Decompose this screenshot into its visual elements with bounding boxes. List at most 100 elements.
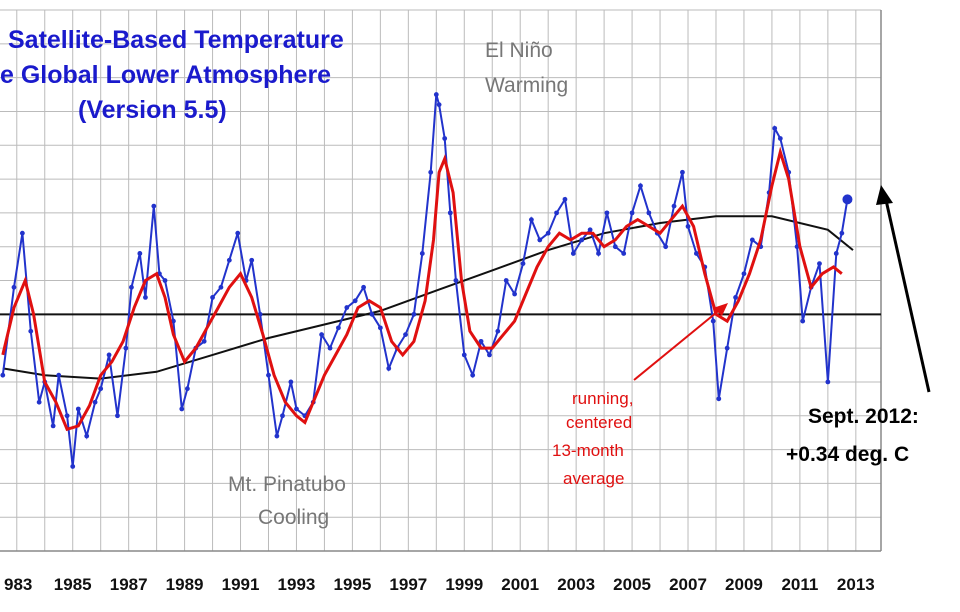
monthly-data-point xyxy=(70,464,76,469)
x-tick-label: 1997 xyxy=(389,575,427,594)
x-tick-label: 1987 xyxy=(110,575,148,594)
monthly-data-point xyxy=(171,318,176,324)
monthly-data-point xyxy=(554,210,559,216)
x-tick-label: 2013 xyxy=(837,575,875,594)
monthly-data-point xyxy=(710,318,716,324)
monthly-data-point xyxy=(839,230,845,236)
monthly-data-point xyxy=(123,345,129,351)
sept-2012-point xyxy=(842,194,853,205)
monthly-data-point xyxy=(50,423,56,429)
sept-2012-annotation: Sept. 2012: +0.34 deg. C xyxy=(786,185,931,466)
monthly-data-point xyxy=(638,183,643,189)
monthly-data-point xyxy=(106,352,112,358)
monthly-data-point xyxy=(257,311,263,317)
monthly-data-point xyxy=(545,230,551,236)
chart-title: Satellite-Based Temperature e Global Low… xyxy=(0,26,344,124)
monthly-data-point xyxy=(336,325,341,331)
title-line-2: e Global Lower Atmosphere xyxy=(0,61,331,89)
monthly-data-point xyxy=(520,261,526,266)
monthly-data-point xyxy=(226,257,232,263)
monthly-data-point xyxy=(377,325,383,331)
monthly-data-point xyxy=(777,136,783,141)
monthly-data-point xyxy=(28,328,34,334)
running-label-2: centered xyxy=(566,413,632,432)
monthly-data-point xyxy=(98,386,104,392)
monthly-data-point xyxy=(478,338,484,344)
monthly-data-point xyxy=(403,332,408,337)
x-tick-label: 2001 xyxy=(501,575,539,594)
monthly-data-point xyxy=(671,203,677,209)
monthly-data-point xyxy=(56,372,62,378)
monthly-data-point xyxy=(327,345,333,351)
monthly-data-point xyxy=(369,311,375,317)
monthly-data-point xyxy=(461,352,467,358)
sept-label-1: Sept. 2012: xyxy=(808,405,919,428)
monthly-data-point xyxy=(495,328,501,334)
running-label-3: 13-month xyxy=(552,441,624,460)
monthly-data-point xyxy=(19,230,25,236)
monthly-data-point xyxy=(419,251,425,256)
monthly-data-point xyxy=(537,237,543,243)
x-tick-label: 1991 xyxy=(222,575,260,594)
monthly-data-point xyxy=(411,311,417,317)
monthly-data-point xyxy=(817,261,822,266)
monthly-data-point xyxy=(629,210,635,216)
monthly-data-point xyxy=(184,386,190,392)
title-line-3: (Version 5.5) xyxy=(78,96,227,124)
running-arrowhead xyxy=(713,303,728,316)
monthly-data-point xyxy=(487,352,492,358)
monthly-data-point xyxy=(800,318,806,324)
x-tick-label: 1995 xyxy=(333,575,371,594)
x-tick-label: 2009 xyxy=(725,575,763,594)
pinatubo-label: Mt. Pinatubo xyxy=(228,473,346,496)
monthly-data-point xyxy=(680,169,685,175)
monthly-data-point xyxy=(447,210,453,216)
monthly-data-point xyxy=(470,372,476,378)
sept-arrow-shaft xyxy=(884,199,931,393)
x-tick-label: 2005 xyxy=(613,575,651,594)
monthly-data-point xyxy=(352,298,358,304)
monthly-data-point xyxy=(579,237,585,243)
monthly-data-point xyxy=(716,396,722,402)
monthly-data-point xyxy=(235,230,241,236)
monthly-data-point xyxy=(75,406,81,412)
monthly-data-point xyxy=(280,413,285,419)
monthly-series-line xyxy=(1,94,849,467)
monthly-data-point xyxy=(604,210,610,216)
monthly-data-point xyxy=(772,125,778,131)
x-tick-label: 2011 xyxy=(781,575,818,594)
pinatubo-annotation: Mt. Pinatubo Cooling xyxy=(228,473,346,529)
el-nino-label: El Niño xyxy=(485,39,553,62)
monthly-data-point xyxy=(249,257,255,263)
monthly-data-point xyxy=(92,399,98,405)
monthly-data-point xyxy=(201,338,207,344)
monthly-data-point xyxy=(433,92,439,97)
monthly-data-point xyxy=(694,251,699,256)
monthly-data-point xyxy=(512,291,518,297)
monthly-data-point xyxy=(344,305,350,310)
monthly-data-point xyxy=(36,399,42,405)
monthly-data-point xyxy=(646,210,652,216)
trend-line xyxy=(2,215,854,380)
monthly-data-point xyxy=(621,251,627,256)
monthly-data-point xyxy=(442,136,448,141)
x-tick-label: 1985 xyxy=(54,575,92,594)
monthly-data-point xyxy=(663,244,669,250)
monthly-data-point xyxy=(428,169,434,175)
monthly-data-point xyxy=(274,433,280,439)
monthly-data-point xyxy=(319,332,325,337)
x-tick-label: 1999 xyxy=(445,575,483,594)
monthly-data-point xyxy=(833,251,839,256)
monthly-data-point xyxy=(64,413,70,419)
monthly-data-point xyxy=(749,237,755,243)
monthly-data-point xyxy=(436,102,442,108)
x-tick-label: 2003 xyxy=(557,575,595,594)
x-tick-label: 1989 xyxy=(166,575,204,594)
running-label-1: running, xyxy=(572,389,633,408)
title-line-1: Satellite-Based Temperature xyxy=(8,26,344,54)
monthly-data-point xyxy=(143,295,148,300)
monthly-data-point xyxy=(218,284,224,290)
monthly-data-point xyxy=(741,271,747,277)
monthly-data-point xyxy=(503,278,509,283)
